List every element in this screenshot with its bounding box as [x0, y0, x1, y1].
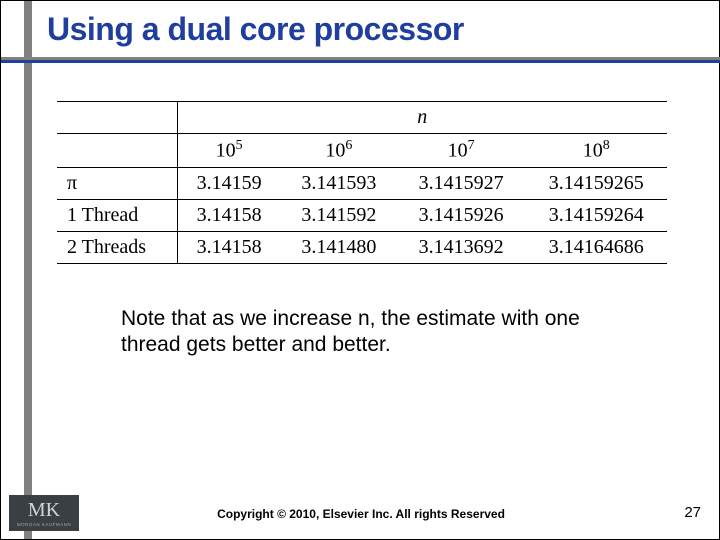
row-label-1thread: 1 Thread	[57, 199, 177, 231]
logo-subtext: MORGAN KAUFMANN	[17, 522, 71, 527]
col-header-2: 107	[397, 134, 526, 168]
col-header-3: 108	[526, 134, 667, 168]
cell-pi-0: 3.14159	[177, 167, 281, 199]
row-label-2threads: 2 Threads	[57, 231, 177, 263]
table-header-blank	[57, 134, 177, 168]
title-rule-blue	[1, 60, 720, 63]
left-vertical-bar	[24, 1, 32, 539]
col-header-1: 106	[281, 134, 397, 168]
cell-2t-3: 3.14164686	[526, 231, 667, 263]
row-label-pi: π	[57, 167, 177, 199]
cell-1t-2: 3.1415926	[397, 199, 526, 231]
cell-pi-1: 3.141593	[281, 167, 397, 199]
table-corner-cell	[57, 102, 177, 134]
slide: Using a dual core processor n 105 106 10…	[0, 0, 720, 540]
page-number: 27	[684, 504, 701, 521]
cell-1t-3: 3.14159264	[526, 199, 667, 231]
cell-1t-0: 3.14158	[177, 199, 281, 231]
cell-2t-0: 3.14158	[177, 231, 281, 263]
cell-2t-2: 3.1413692	[397, 231, 526, 263]
col-header-0: 105	[177, 134, 281, 168]
footer-copyright: Copyright © 2010, Elsevier Inc. All righ…	[1, 507, 720, 521]
cell-2t-1: 3.141480	[281, 231, 397, 263]
cell-1t-1: 3.141592	[281, 199, 397, 231]
cell-pi-3: 3.14159265	[526, 167, 667, 199]
data-table: n 105 106 107 108 π 3.14159 3.141593 3.1…	[57, 101, 667, 264]
table-header-n: n	[177, 102, 667, 134]
note-text: Note that as we increase n, the estimate…	[121, 306, 601, 357]
cell-pi-2: 3.1415927	[397, 167, 526, 199]
slide-title: Using a dual core processor	[47, 11, 464, 48]
